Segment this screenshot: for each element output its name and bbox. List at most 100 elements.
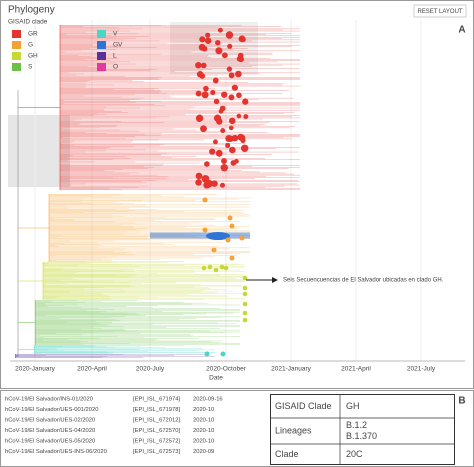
tip (235, 70, 242, 78)
tip (213, 139, 218, 145)
tip (240, 36, 246, 43)
tip (215, 47, 223, 55)
sequence-field: [EPI_ISL_671978] (133, 407, 180, 413)
reset-button[interactable] (413, 4, 467, 18)
sequence-field: [EPI_ISL_671974] (133, 397, 180, 403)
reset-button-label[interactable]: RESET LAYOUT (417, 9, 462, 15)
tip (231, 84, 238, 91)
tip (220, 351, 226, 357)
legend-swatch (12, 41, 21, 49)
tip (210, 89, 216, 96)
table-label: Clade (275, 449, 299, 459)
tip (242, 301, 248, 307)
legend-label: GR (28, 31, 38, 38)
highlight (8, 115, 70, 187)
sequence-field: hCoV-19/El Salvador/UES-INS-06/2020 (5, 449, 107, 455)
legend-swatch (12, 52, 21, 60)
sequence-field: 2020-10 (193, 428, 214, 434)
tip (219, 105, 226, 112)
legend-label: L (113, 53, 117, 60)
tip (213, 98, 220, 105)
tip (242, 285, 248, 291)
tip (225, 237, 231, 243)
tip (242, 98, 249, 105)
tip (225, 31, 234, 39)
legend-label: GH (28, 53, 38, 60)
legend-swatch (12, 63, 21, 71)
legend-title: GISAID clade (8, 19, 48, 26)
x-tick-label: 2020-April (77, 366, 107, 373)
legend-swatch (12, 30, 21, 38)
x-tick-label: 2020-January (15, 366, 55, 373)
sequence-field: [EPI_ISL_672573] (133, 449, 180, 455)
arrowhead (272, 277, 278, 283)
sequence-field: hCoV-19/El Salvador/UES-001/2020 (5, 407, 98, 413)
tip (225, 135, 233, 143)
tip (203, 85, 209, 92)
legend-swatch (97, 41, 106, 49)
sequence-field: 2020-10 (193, 439, 214, 445)
sequence-field: [EPI_ISL_672570] (133, 428, 180, 434)
tip (229, 223, 235, 229)
tip (228, 72, 235, 79)
tip (228, 125, 234, 131)
tip (241, 144, 249, 153)
tip (226, 66, 233, 72)
tip (202, 227, 208, 233)
tip (199, 36, 206, 43)
tip (215, 39, 221, 46)
tip (200, 125, 207, 133)
tip (204, 37, 212, 44)
tip (213, 267, 219, 273)
legend-swatch (97, 63, 106, 71)
panel-title: Phylogeny (8, 5, 55, 16)
tip (229, 255, 235, 261)
x-tick-label: 2021-January (271, 366, 311, 373)
tip (195, 172, 203, 180)
tip (203, 181, 211, 189)
legend-label: S (28, 64, 33, 71)
info-table (270, 394, 455, 465)
sequence-field: hCoV-19/El Salvador/UES-04/2020 (5, 428, 95, 434)
tip (200, 62, 207, 69)
sequence-field: 2020-09 (193, 449, 214, 455)
tip (204, 351, 210, 357)
tip (221, 52, 228, 59)
tip (243, 114, 249, 120)
tip (201, 91, 209, 99)
legend-label: O (113, 64, 118, 71)
annotation: Seis Secuencuencias de El Salvador ubica… (283, 278, 444, 284)
tip (215, 149, 223, 157)
tip (202, 197, 208, 203)
tip (242, 291, 248, 297)
tip (219, 182, 226, 188)
tip (221, 158, 227, 164)
tip (205, 32, 211, 38)
tip (227, 215, 233, 221)
legend-swatch (97, 30, 106, 38)
sequence-field: 2020-09-16 (193, 397, 223, 403)
tip (198, 43, 206, 51)
tip (236, 113, 242, 119)
table-value: 20C (346, 449, 363, 459)
tip (219, 264, 225, 270)
table-label: Lineages (275, 425, 312, 435)
tip (209, 148, 216, 155)
tip (227, 43, 233, 49)
tip (236, 92, 242, 99)
tip (225, 142, 231, 149)
x-tick-label: 2020-October (206, 366, 247, 373)
tip (228, 117, 236, 125)
panel-label: A (458, 25, 465, 36)
tip (223, 265, 229, 271)
table-label: GISAID Clade (275, 401, 332, 411)
tip (237, 56, 244, 63)
tip-cluster (206, 232, 230, 240)
tip (211, 247, 217, 253)
table-value: B.1.2 (346, 420, 367, 430)
tip (204, 161, 210, 167)
legend-swatch (97, 52, 106, 60)
tip (216, 118, 223, 125)
tip (242, 275, 248, 281)
